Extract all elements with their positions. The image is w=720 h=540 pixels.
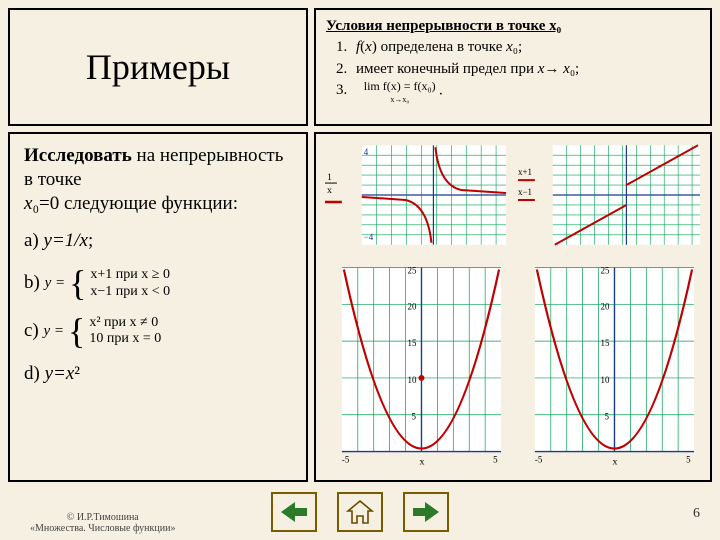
svg-text:-5: -5 xyxy=(342,454,350,464)
svg-text:x: x xyxy=(327,185,332,196)
svg-text:20: 20 xyxy=(601,301,610,311)
conditions-box: Условия непрерывности в точке x₀ 1.f(x)f… xyxy=(314,8,712,126)
svg-text:x: x xyxy=(419,456,424,467)
graphs-box: 4 −4 1 x xyxy=(314,132,712,482)
svg-text:x−1: x−1 xyxy=(518,187,532,197)
cond-2: 2.имеет конечный предел при x→ x₀;имеет … xyxy=(336,59,700,79)
nav-home-button[interactable] xyxy=(337,492,383,532)
c-case1: x² при x ≠ 0 xyxy=(89,315,161,332)
conditions-header: Условия непрерывности в точке x₀ xyxy=(326,16,700,36)
title-box: Примеры xyxy=(8,8,308,126)
nav-next-button[interactable] xyxy=(403,492,449,532)
svg-text:10: 10 xyxy=(601,375,610,385)
graph-2: x+1 x−1 xyxy=(515,140,704,250)
task-b: b) y ={ x+1 при x ≥ 0 x−1 при x < 0 xyxy=(24,267,292,301)
nav-prev-button[interactable] xyxy=(271,492,317,532)
task-intro: Исследовать на непрерывность в точке x₀=… xyxy=(24,144,292,215)
svg-text:15: 15 xyxy=(408,338,417,348)
svg-text:25: 25 xyxy=(408,265,417,275)
top-row: Примеры Условия непрерывности в точке x₀… xyxy=(8,8,712,126)
svg-text:5: 5 xyxy=(686,454,691,464)
svg-text:5: 5 xyxy=(605,412,610,422)
svg-text:x: x xyxy=(612,456,617,467)
conditions-list: 1.f(x)f(x) определена в точке x₀; опреде… xyxy=(326,37,700,103)
mid-row: Исследовать на непрерывность в точке x₀=… xyxy=(8,132,712,482)
task-box: Исследовать на непрерывность в точке x₀=… xyxy=(8,132,308,482)
svg-text:15: 15 xyxy=(601,338,610,348)
copyright: © И.Р.Тимошина«Множества. Числовые функц… xyxy=(30,512,175,534)
svg-text:20: 20 xyxy=(408,301,417,311)
cond-3: 3. lim f(x) = f(x₀) x→x₀ . xyxy=(336,80,700,103)
b-case2: x−1 при x < 0 xyxy=(90,284,170,301)
svg-text:4: 4 xyxy=(364,147,369,157)
svg-text:25: 25 xyxy=(601,265,610,275)
graph-4: 25 20 15 10 5 -5 5 x xyxy=(515,254,704,474)
svg-text:5: 5 xyxy=(493,454,498,464)
limit-formula: lim f(x) = f(x₀) x→x₀ xyxy=(364,82,439,97)
task-a: a) y=1/x;a) y=1/x; xyxy=(24,229,292,253)
task-intro-line2: x₀=0 следующие функции: xyxy=(24,193,238,214)
slide: Примеры Условия непрерывности в точке x₀… xyxy=(0,0,720,540)
task-d: d) y=x²d) y=x² xyxy=(24,362,292,386)
b-case1: x+1 при x ≥ 0 xyxy=(90,267,170,284)
slide-title: Примеры xyxy=(86,46,230,88)
page-number: 6 xyxy=(693,506,700,522)
task-c: c) y ={ x² при x ≠ 0 10 при x = 0 xyxy=(24,315,292,349)
svg-text:1: 1 xyxy=(327,172,332,183)
svg-text:5: 5 xyxy=(412,412,417,422)
cond-1: 1.f(x)f(x) определена в точке x₀; опреде… xyxy=(336,37,700,57)
svg-text:x+1: x+1 xyxy=(518,167,532,177)
graph-1: 4 −4 1 x xyxy=(322,140,511,250)
svg-text:-5: -5 xyxy=(535,454,543,464)
graph-3: 25 20 15 10 5 -5 5 x xyxy=(322,254,511,474)
c-case2: 10 при x = 0 xyxy=(89,331,161,348)
svg-text:−4: −4 xyxy=(364,232,374,242)
svg-text:10: 10 xyxy=(408,375,417,385)
